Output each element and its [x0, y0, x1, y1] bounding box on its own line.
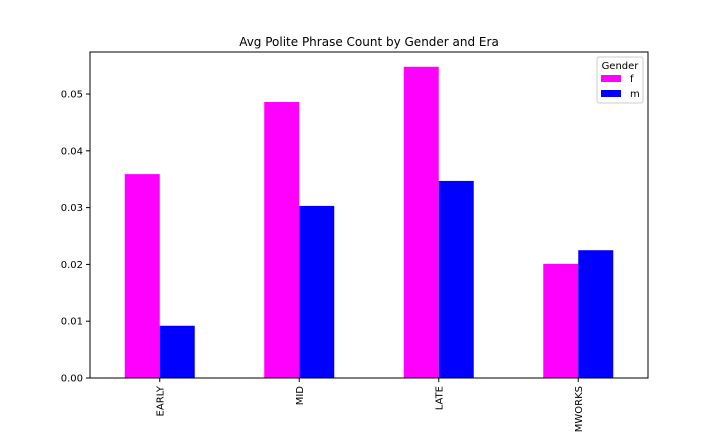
legend-label-m: m [630, 89, 640, 100]
bar-mworks-f [543, 263, 579, 378]
bar-early-f [124, 174, 160, 378]
chart-title: Avg Polite Phrase Count by Gender and Er… [239, 35, 499, 49]
bar-mid-f [264, 101, 300, 378]
x-tick-label-late: LATE [434, 386, 445, 410]
legend-swatch-f [601, 75, 621, 82]
x-tick-label-early: EARLY [155, 385, 166, 416]
x-tick-label-mworks: MWORKS [574, 386, 585, 432]
legend: Gender fm [596, 56, 644, 104]
bar-mworks-m [578, 250, 614, 378]
bars-group [124, 66, 614, 379]
y-tick-label: 0.01 [61, 317, 83, 328]
x-axis: EARLY MID LATE MWORKS [155, 378, 585, 432]
plot-frame [89, 51, 649, 379]
y-tick-label: 0.00 [61, 374, 83, 385]
bar-late-f [403, 66, 439, 379]
y-axis: 0.00 0.01 0.02 0.03 0.04 0.05 [61, 90, 90, 385]
bar-late-m [438, 180, 474, 378]
legend-title: Gender [602, 61, 640, 72]
bar-mid-m [299, 205, 335, 378]
y-tick-label: 0.03 [61, 203, 83, 214]
y-tick-label: 0.02 [61, 260, 83, 271]
bar-early-m [159, 325, 195, 378]
legend-entries: fm [601, 74, 640, 100]
legend-swatch-m [601, 90, 621, 97]
legend-label-f: f [630, 74, 634, 85]
y-tick-label: 0.04 [61, 146, 83, 157]
x-tick-label-mid: MID [295, 386, 306, 406]
y-tick-label: 0.05 [61, 90, 83, 101]
